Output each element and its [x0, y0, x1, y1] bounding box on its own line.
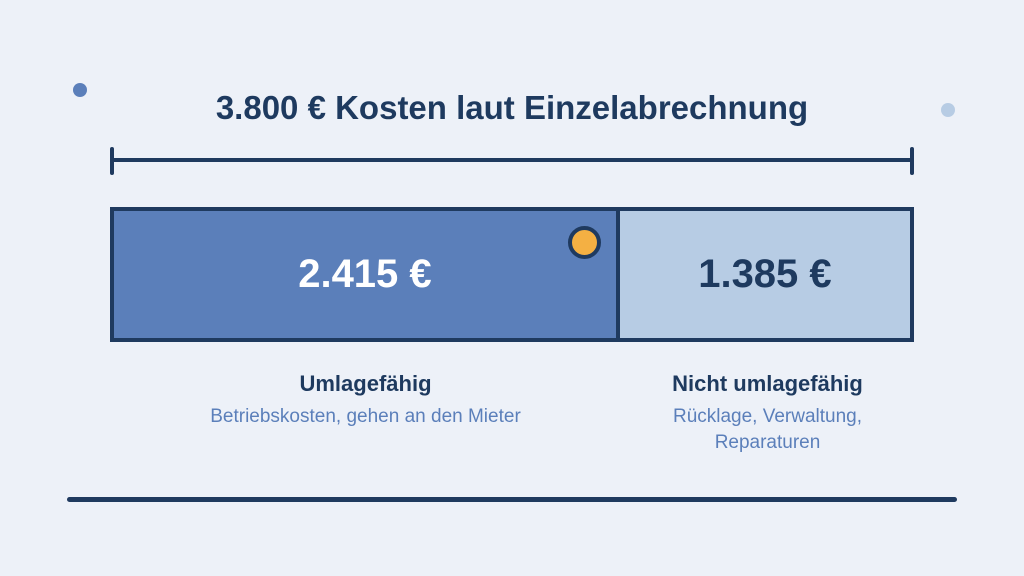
label-umlagefaehig: Umlagefähig Betriebskosten, gehen an den… [110, 370, 621, 430]
segment-umlagefaehig: 2.415 € [114, 211, 620, 338]
diagram-title: 3.800 € Kosten laut Einzelabrechnung [215, 89, 809, 126]
label-description-nicht-umlagefaehig: Rücklage, Verwaltung, Reparaturen [672, 406, 863, 453]
label-heading-nicht-umlagefaehig: Nicht umlagefähig [672, 371, 863, 396]
segment-value-nicht-umlagefaehig: 1.385 € [698, 252, 832, 296]
total-span-bracket [110, 147, 914, 175]
segment-value-umlagefaehig: 2.415 € [298, 252, 432, 296]
highlight-marker-icon [567, 226, 601, 259]
bottom-divider [67, 497, 957, 502]
segment-nicht-umlagefaehig: 1.385 € [619, 211, 910, 338]
label-heading-umlagefaehig: Umlagefähig [299, 371, 432, 396]
decorative-dot-right [941, 103, 955, 117]
label-nicht-umlagefaehig: Nicht umlagefähig Rücklage, Verwaltung, … [621, 370, 914, 456]
label-description-umlagefaehig: Betriebskosten, gehen an den Mieter [210, 406, 521, 427]
cost-split-bar: 2.415 € 1.385 € [110, 207, 914, 342]
decorative-dot-left [73, 83, 87, 97]
